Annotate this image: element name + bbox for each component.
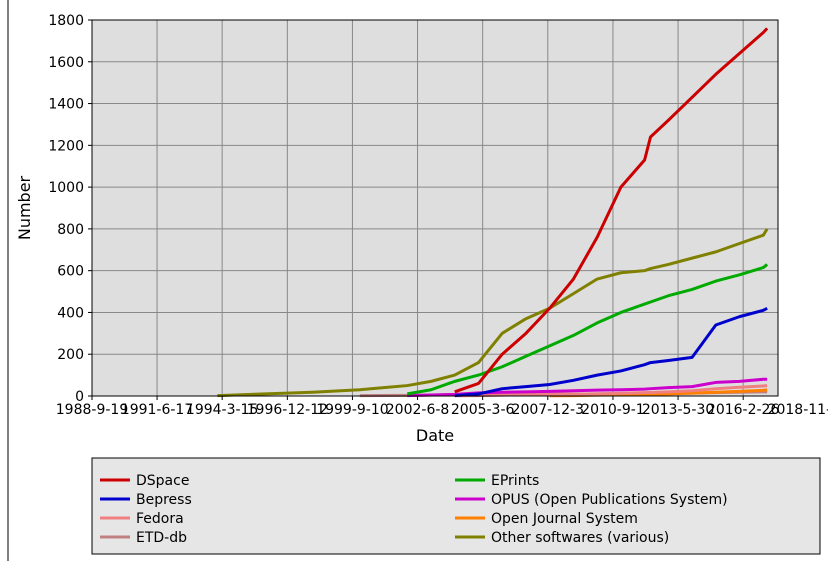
y-tick-label: 800 [57, 222, 84, 238]
y-tick-label: 1600 [48, 55, 84, 71]
legend-label: EPrints [491, 473, 539, 489]
x-tick-label: 2016-2-26 [707, 402, 780, 418]
x-tick-label: 2002-6-8 [386, 402, 450, 418]
series-line [454, 306, 768, 398]
legend-label: Fedora [136, 511, 184, 527]
x-tick-label: 2013-5-30 [642, 402, 714, 418]
x-tick-label: 2005-3-6 [451, 402, 515, 418]
y-tick-label: 1000 [48, 180, 84, 196]
legend-label: Open Journal System [491, 511, 638, 527]
x-axis-label: Date [416, 426, 454, 445]
x-tick-label: 1994-3-15 [186, 402, 258, 418]
x-tick-label: 2010-9-1 [581, 402, 645, 418]
x-tick-label: 1999-9-10 [316, 402, 388, 418]
series-line [454, 27, 769, 394]
legend-label: Other softwares (various) [491, 530, 669, 546]
x-tick-label: 1991-6-17 [121, 402, 193, 418]
y-tick-label: 1800 [48, 13, 84, 29]
series-line [407, 263, 769, 396]
plot-border [91, 19, 779, 397]
x-tick-label: 2018-11-24 [768, 402, 828, 418]
series-line [217, 228, 769, 398]
y-tick-label: 400 [57, 305, 84, 321]
y-tick-label: 600 [57, 264, 84, 280]
y-tick-label: 1400 [48, 97, 84, 113]
x-tick-label: 1996-12-12 [247, 402, 328, 418]
y-tick-label: 0 [75, 389, 84, 405]
y-tick-label: 1200 [48, 138, 84, 154]
legend-label: Bepress [136, 492, 192, 508]
legend-label: ETD-db [136, 530, 187, 546]
y-axis-label: Number [15, 175, 34, 240]
y-tick-label: 200 [57, 347, 84, 363]
x-tick-label: 1988-9-19 [56, 402, 128, 418]
x-tick-label: 2007-12-3 [512, 402, 584, 418]
legend-label: DSpace [136, 473, 189, 489]
legend-label: OPUS (Open Publications System) [491, 492, 728, 508]
plot-area [92, 20, 778, 396]
series-line [454, 384, 768, 398]
